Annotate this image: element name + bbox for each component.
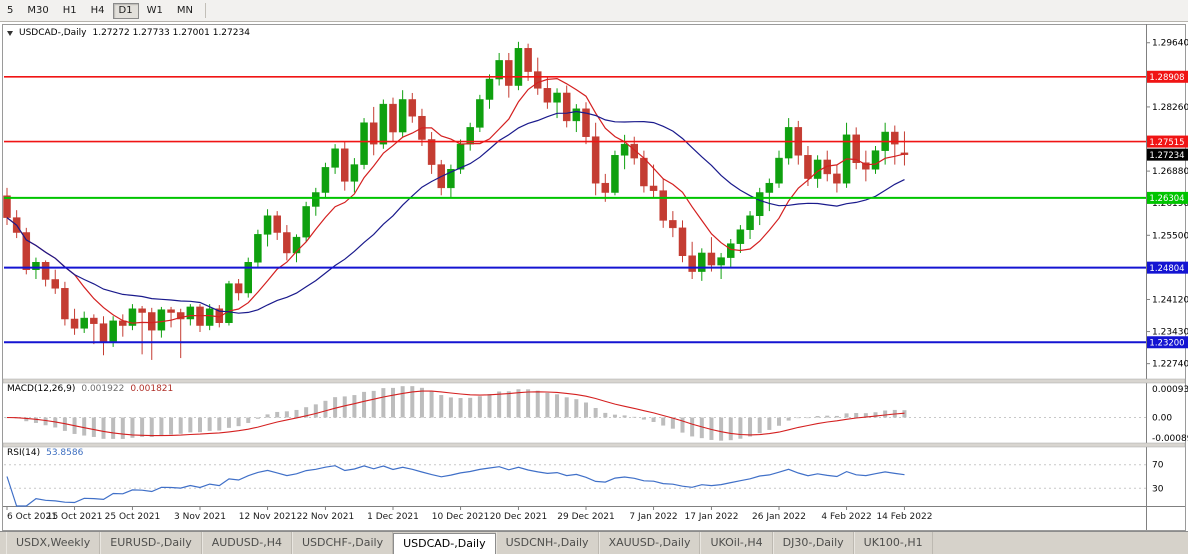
rsi-title: RSI(14) 53.8586 xyxy=(7,448,83,458)
macd-histogram xyxy=(5,386,907,441)
rsi-value: 53.8586 xyxy=(46,448,84,458)
macd-signal-value: 0.001821 xyxy=(130,384,174,394)
svg-text:0.0009345: 0.0009345 xyxy=(1152,385,1188,395)
svg-text:1.26190: 1.26190 xyxy=(1152,199,1188,209)
chart-symbol-period: USDCAD-,Daily xyxy=(19,28,87,38)
svg-text:0.00: 0.00 xyxy=(1152,414,1172,424)
tab-usdcad-daily[interactable]: USDCAD-,Daily xyxy=(393,533,496,554)
price-level-badge xyxy=(1147,191,1188,204)
chart-ohlc-values: 1.27272 1.27733 1.27001 1.27234 xyxy=(92,28,250,38)
svg-text:1.29640: 1.29640 xyxy=(1152,39,1188,49)
svg-text:1.23200: 1.23200 xyxy=(1149,338,1184,348)
svg-text:6 Oct 2021: 6 Oct 2021 xyxy=(7,512,57,522)
svg-text:29 Dec 2021: 29 Dec 2021 xyxy=(557,512,615,522)
svg-text:20 Dec 2021: 20 Dec 2021 xyxy=(490,512,548,522)
tab-audusd-h4[interactable]: AUDUSD-,H4 xyxy=(201,532,292,554)
svg-text:3 Nov 2021: 3 Nov 2021 xyxy=(174,512,226,522)
svg-text:1.22740: 1.22740 xyxy=(1152,360,1188,370)
svg-text:1.28260: 1.28260 xyxy=(1152,103,1188,113)
timeframe-h4[interactable]: H4 xyxy=(85,3,111,19)
chart-tabbar: USDX,Weekly EURUSD-,Daily AUDUSD-,H4 USD… xyxy=(0,531,1188,554)
tab-usdx-weekly[interactable]: USDX,Weekly xyxy=(6,532,101,554)
tab-dj30-daily[interactable]: DJ30-,Daily xyxy=(772,532,854,554)
horizontal-lines: 1.28908 1.27515 1.26304 1.24804 1.23200 xyxy=(4,70,1188,349)
svg-text:-0.0008900: -0.0008900 xyxy=(1152,434,1188,444)
toolbar-separator xyxy=(204,3,206,18)
chart-title: USDCAD-,Daily 1.27272 1.27733 1.27001 1.… xyxy=(7,28,250,38)
macd-signal-line xyxy=(6,390,905,437)
timeframe-toolbar: 5 M30 H1 H4 D1 W1 MN xyxy=(0,0,1188,22)
macd-label: MACD(12,26,9) xyxy=(7,384,76,394)
rsi-level-label: 70 xyxy=(1152,461,1164,471)
tab-uk100-h1[interactable]: UK100-,H1 xyxy=(853,532,933,554)
rsi-line xyxy=(6,465,905,507)
svg-text:7 Jan 2022: 7 Jan 2022 xyxy=(629,512,677,522)
svg-text:1.28908: 1.28908 xyxy=(1149,73,1184,83)
price-level-badge xyxy=(1147,336,1188,349)
svg-text:26 Jan 2022: 26 Jan 2022 xyxy=(752,512,806,522)
tab-usdcnh-daily[interactable]: USDCNH-,Daily xyxy=(495,532,599,554)
price-level-badge xyxy=(1147,261,1188,274)
timeframe-mn[interactable]: MN xyxy=(171,3,199,19)
timeframe-d1[interactable]: D1 xyxy=(112,2,139,19)
timeframe-m5[interactable]: 5 xyxy=(1,3,19,19)
svg-text:14 Feb 2022: 14 Feb 2022 xyxy=(876,512,932,522)
svg-text:1.25500: 1.25500 xyxy=(1152,231,1188,241)
candles xyxy=(3,41,909,360)
macd-axis: 0.0009345 0.00 -0.0008900 xyxy=(1152,385,1188,444)
price-axis: 1.29640 1.28260 1.26880 1.26190 1.25500 1.241… xyxy=(1146,39,1188,370)
svg-text:1.26304: 1.26304 xyxy=(1149,194,1184,204)
timeframe-m30[interactable]: M30 xyxy=(21,3,54,19)
panel-splitter[interactable] xyxy=(2,378,1186,384)
macd-main-value: 0.001922 xyxy=(81,384,125,394)
panel-splitter[interactable] xyxy=(2,442,1186,448)
svg-text:17 Jan 2022: 17 Jan 2022 xyxy=(684,512,738,522)
svg-text:1.27515: 1.27515 xyxy=(1149,138,1184,148)
timeframe-h1[interactable]: H1 xyxy=(57,3,83,19)
tab-eurusd-daily[interactable]: EURUSD-,Daily xyxy=(100,532,202,554)
tab-xauusd-daily[interactable]: XAUUSD-,Daily xyxy=(598,532,701,554)
price-level-badge xyxy=(1147,70,1188,83)
rsi-level-label: 30 xyxy=(1152,484,1164,494)
collapse-arrow-icon[interactable] xyxy=(7,30,13,36)
svg-text:1.26880: 1.26880 xyxy=(1152,167,1188,177)
svg-text:1.24120: 1.24120 xyxy=(1152,295,1188,305)
svg-text:1.23430: 1.23430 xyxy=(1152,328,1188,338)
ma-fast-line xyxy=(6,77,905,324)
svg-text:1.27234: 1.27234 xyxy=(1149,151,1184,161)
svg-text:10 Dec 2021: 10 Dec 2021 xyxy=(432,512,490,522)
tab-ukoil-h4[interactable]: UKOil-,H4 xyxy=(700,532,773,554)
svg-text:15 Oct 2021: 15 Oct 2021 xyxy=(47,512,103,522)
svg-text:1 Dec 2021: 1 Dec 2021 xyxy=(367,512,419,522)
svg-text:12 Nov 2021: 12 Nov 2021 xyxy=(239,512,297,522)
svg-text:22 Nov 2021: 22 Nov 2021 xyxy=(297,512,355,522)
price-level-badge xyxy=(1147,135,1188,148)
svg-text:1.24804: 1.24804 xyxy=(1149,264,1184,274)
timeframe-w1[interactable]: W1 xyxy=(141,3,169,19)
rsi-label: RSI(14) xyxy=(7,448,41,458)
svg-text:4 Feb 2022: 4 Feb 2022 xyxy=(821,512,871,522)
macd-title: MACD(12,26,9) 0.001922 0.001821 xyxy=(7,384,173,394)
current-price-badge: 1.27234 xyxy=(1147,148,1188,161)
tab-usdchf-daily[interactable]: USDCHF-,Daily xyxy=(292,532,394,554)
chart-frame xyxy=(2,24,1186,531)
svg-text:25 Oct 2021: 25 Oct 2021 xyxy=(105,512,161,522)
